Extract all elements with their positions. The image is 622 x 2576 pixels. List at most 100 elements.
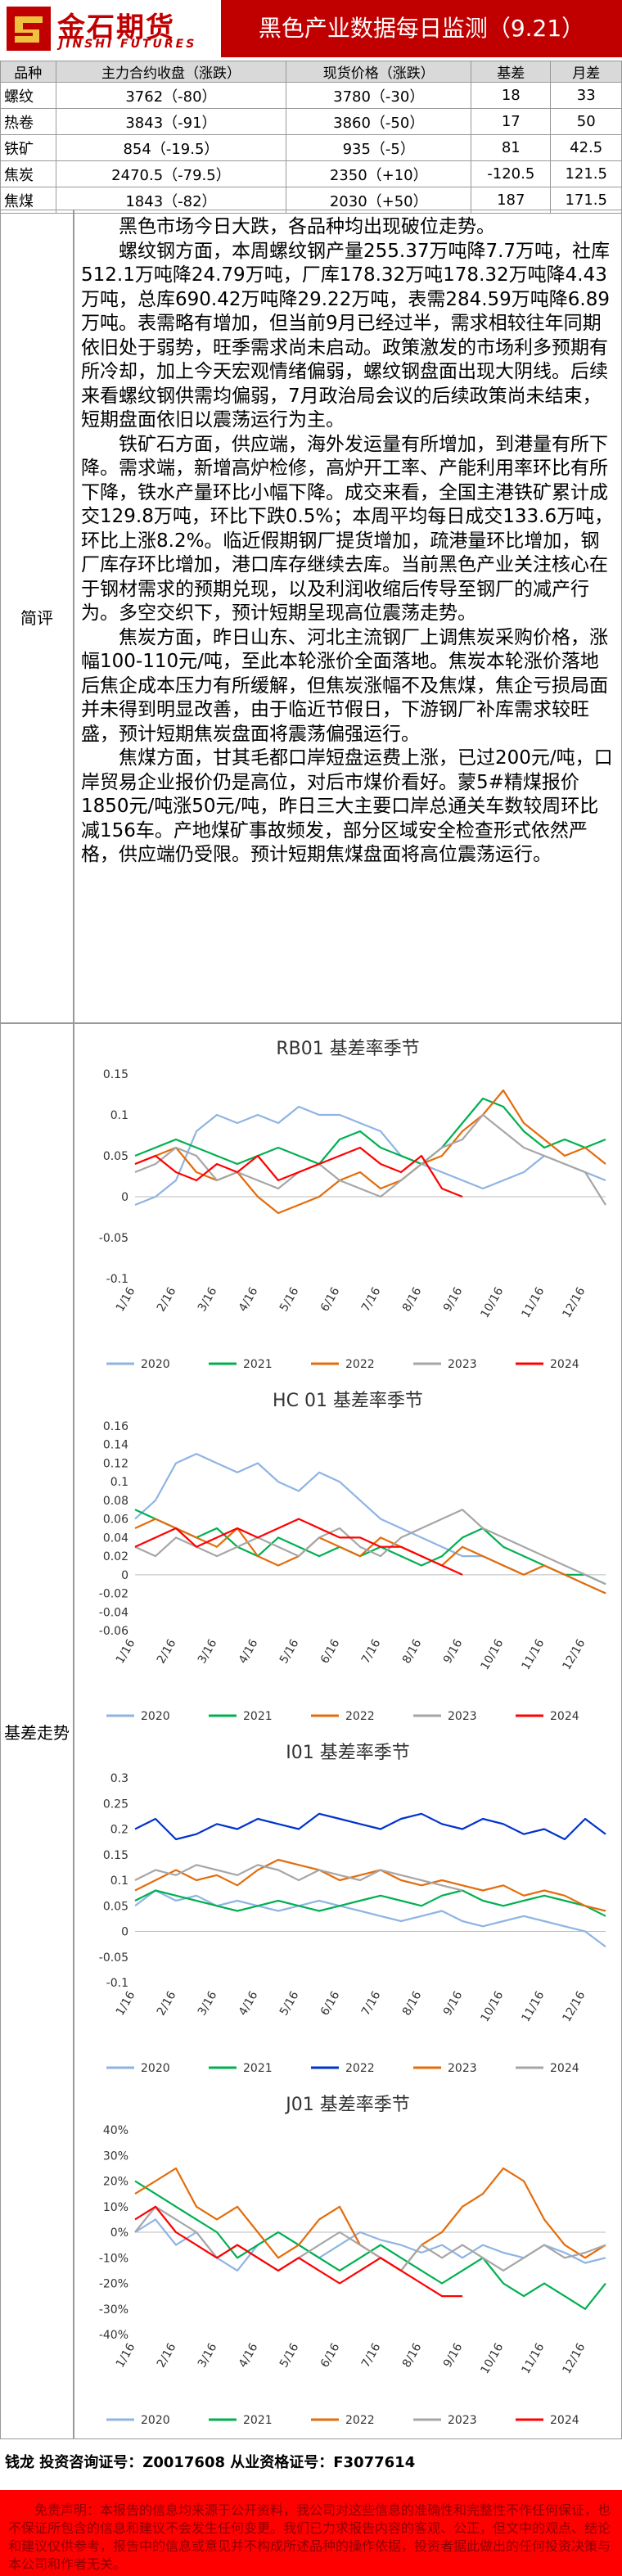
cell: 935（-5） <box>286 134 472 161</box>
x-tick-label: 1/16 <box>114 1637 138 1666</box>
table-row: 铁矿 854（-19.5） 935（-5） 81 42.5 <box>0 134 622 161</box>
x-tick-label: 2/16 <box>155 1285 179 1314</box>
header-row: 品种 主力合约收盘（涨跌） 现货价格（涨跌） 基差 月差 <box>0 61 622 83</box>
legend-label: 2024 <box>550 2062 579 2075</box>
legend-label: 2023 <box>448 2062 477 2075</box>
chart-title: J01 基差率季节 <box>284 2095 409 2115</box>
legend-label: 2023 <box>448 1710 477 1723</box>
x-tick-label: 5/16 <box>277 1637 302 1666</box>
cell: 3762（-80） <box>55 82 287 109</box>
x-tick-label: 4/16 <box>237 1989 261 2018</box>
y-tick-label: 0.08 <box>103 1495 128 1508</box>
x-tick-label: 3/16 <box>196 2341 220 2370</box>
x-tick-label: 9/16 <box>441 1989 466 2018</box>
x-tick-label: 2/16 <box>155 2341 179 2370</box>
legend-label: 2022 <box>345 1358 375 1371</box>
x-tick-label: 11/16 <box>519 2341 547 2376</box>
chart-title: HC 01 基差率季节 <box>273 1391 423 1411</box>
chart-title: RB01 基差率季节 <box>276 1039 419 1059</box>
x-tick-label: 2/16 <box>155 1989 179 2018</box>
y-tick-label: -0.1 <box>106 1977 128 1990</box>
legend-label: 2024 <box>550 2414 579 2427</box>
y-tick-label: 0.1 <box>110 1109 128 1122</box>
table-row: 螺纹 3762（-80） 3780（-30） 18 33 <box>0 82 622 109</box>
x-tick-label: 3/16 <box>196 1989 220 2018</box>
cell: 121.5 <box>550 160 622 187</box>
cell: 3843（-91） <box>55 108 287 135</box>
x-tick-label: 12/16 <box>560 1637 588 1672</box>
header-cell: 月差 <box>550 61 622 83</box>
y-tick-label: 0% <box>110 2226 128 2240</box>
y-tick-label: 0.12 <box>103 1457 128 1470</box>
cell: 171.5 <box>550 187 622 214</box>
y-tick-label: 0.06 <box>103 1514 128 1527</box>
x-tick-label: 11/16 <box>519 1285 547 1320</box>
x-tick-label: 7/16 <box>359 1989 384 2018</box>
series-line <box>134 2205 606 2271</box>
legend-label: 2024 <box>550 1710 579 1723</box>
y-tick-label: 0.25 <box>103 1798 128 1811</box>
header-cell: 基差 <box>471 61 552 83</box>
review-label: 简评 <box>0 210 74 1023</box>
legend-label: 2024 <box>550 1358 579 1371</box>
y-tick-label: 0 <box>121 1191 128 1204</box>
y-tick-label: 0.15 <box>103 1849 128 1862</box>
cell: 81 <box>471 134 552 161</box>
x-tick-label: 11/16 <box>519 1637 547 1672</box>
series-line <box>134 1113 606 1206</box>
y-tick-label: 20% <box>103 2176 128 2189</box>
cell: 50 <box>550 108 622 135</box>
series-line <box>134 1889 606 1917</box>
paragraph: 铁矿石方面，供应端，海外发运量有所增加，到港量有所下降。需求端，新增高炉检修，高… <box>81 433 614 625</box>
basis-label: 基差走势 <box>0 1023 74 2439</box>
series-line <box>134 1146 463 1198</box>
review-text: 黑色市场今日大跌，各品种均出现破位走势。 螺纹钢方面，本周螺纹钢产量255.37万… <box>74 210 622 1023</box>
x-tick-label: 4/16 <box>237 1285 261 1314</box>
legend-label: 2022 <box>345 2414 375 2427</box>
y-tick-label: -0.06 <box>99 1625 128 1638</box>
series-line <box>134 1518 606 1595</box>
x-tick-label: 12/16 <box>560 1989 588 2024</box>
series-line <box>134 1105 606 1207</box>
y-tick-label: 0.3 <box>110 1772 128 1785</box>
series-line <box>134 1812 606 1841</box>
legend-label: 2023 <box>448 1358 477 1371</box>
legend-label: 2021 <box>243 2062 273 2075</box>
legend-label: 2020 <box>141 1710 170 1723</box>
y-tick-label: -40% <box>99 2329 128 2342</box>
cell: 17 <box>471 108 552 135</box>
x-tick-label: 4/16 <box>237 1637 261 1666</box>
y-tick-label: -0.05 <box>99 1951 128 1965</box>
y-tick-label: -20% <box>99 2278 128 2291</box>
x-tick-label: 5/16 <box>277 1989 302 2018</box>
y-tick-label: -0.04 <box>99 1606 128 1619</box>
x-tick-label: 8/16 <box>400 1989 425 2018</box>
x-tick-label: 7/16 <box>359 2341 384 2370</box>
series-line <box>134 2205 462 2298</box>
paragraph: 螺纹钢方面，本周螺纹钢产量255.37万吨降7.7万吨，社库512.1万吨降24… <box>81 240 611 431</box>
x-tick-label: 1/16 <box>114 1285 138 1314</box>
legend-label: 2022 <box>345 1710 375 1723</box>
title: 黑色产业数据每日监测（9.21） <box>258 15 585 42</box>
cell: 焦炭 <box>0 160 56 187</box>
paragraph: 焦炭方面，昨日山东、河北主流钢厂上调焦炭采购价格，涨幅100-110元/吨，至此… <box>81 626 608 745</box>
chart-title: I01 基差率季节 <box>286 1743 409 1763</box>
x-tick-label: 2/16 <box>155 1637 179 1666</box>
chart: HC 01 基差率季节 0.16 0.14 0.12 0.1 0.08 0.06 0.04 0.… <box>99 1391 606 1723</box>
table-row: 焦煤 1843（-82） 2030（+50） 187 171.5 <box>0 187 622 214</box>
cell: -120.5 <box>471 160 552 187</box>
x-tick-label: 5/16 <box>277 1285 302 1314</box>
x-tick-label: 6/16 <box>318 2341 343 2370</box>
x-tick-label: 10/16 <box>478 1285 506 1320</box>
y-tick-label: 0 <box>121 1569 128 1582</box>
contact: 钱龙 投资咨询证号：Z0017608 从业资格证号：F3077614 <box>5 2454 416 2471</box>
cell: 焦煤 <box>0 187 56 214</box>
x-tick-label: 11/16 <box>519 1989 547 2024</box>
x-tick-label: 7/16 <box>359 1637 384 1666</box>
chart: RB01 基差率季节 0.15 0.1 0.05 0 -0.05 -0.11/16 2/16 3… <box>99 1039 606 1371</box>
cell: 热卷 <box>0 108 56 135</box>
series-line <box>134 2167 606 2271</box>
x-tick-label: 6/16 <box>318 1989 343 2018</box>
y-tick-label: 40% <box>103 2124 128 2137</box>
